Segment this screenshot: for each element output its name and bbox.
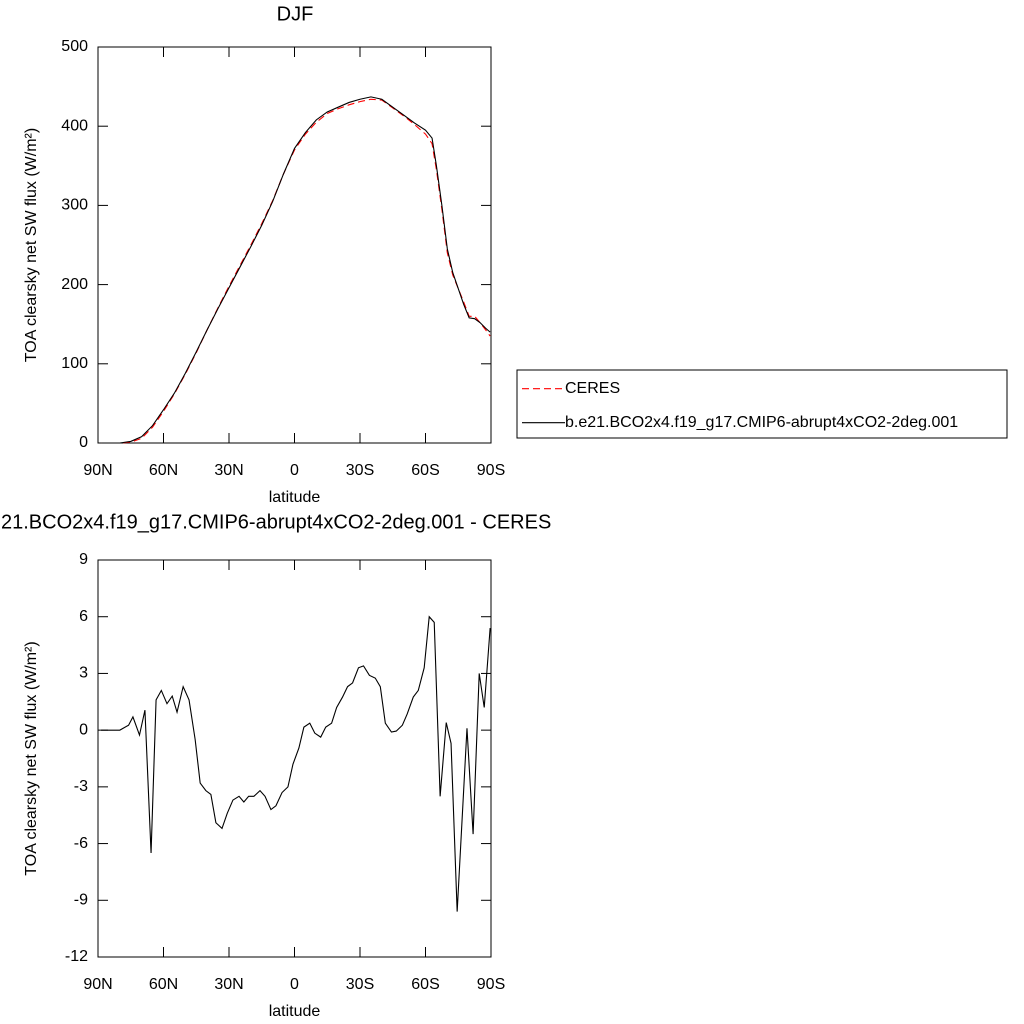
x-tick-label: 30N (214, 462, 243, 479)
x-tick-label: 30S (346, 462, 374, 479)
data-line (101, 98, 491, 444)
y-tick-label: -12 (65, 948, 88, 965)
y-tick-label: 500 (61, 38, 88, 55)
x-tick-label: 0 (290, 462, 299, 479)
x-tick-label: 60S (411, 976, 439, 993)
y-axis-label: TOA clearsky net SW flux (W/m²) (23, 128, 40, 362)
x-tick-label: 60S (411, 462, 439, 479)
y-tick-label: 3 (79, 665, 88, 682)
x-tick-label: 90S (477, 976, 505, 993)
data-line (101, 96, 491, 444)
legend-label: CERES (565, 380, 620, 397)
x-tick-label: 90N (83, 976, 112, 993)
x-tick-label: 90S (477, 462, 505, 479)
legend-label: b.e21.BCO2x4.f19_g17.CMIP6-abrupt4xCO2-2… (565, 414, 958, 431)
y-tick-label: -9 (74, 892, 88, 909)
y-axis-label: TOA clearsky net SW flux (W/m²) (23, 641, 40, 875)
chart-title: DJF (277, 3, 314, 25)
y-tick-label: 100 (61, 355, 88, 372)
x-tick-label: 90N (83, 462, 112, 479)
x-axis-label: latitude (269, 1003, 321, 1020)
y-tick-label: -6 (74, 835, 88, 852)
y-tick-label: -3 (74, 778, 88, 795)
plot-frame (97, 46, 492, 444)
y-tick-label: 200 (61, 276, 88, 293)
y-tick-label: 0 (79, 721, 88, 738)
y-tick-label: 0 (79, 434, 88, 451)
y-tick-label: 300 (61, 197, 88, 214)
x-tick-label: 30S (346, 976, 374, 993)
x-tick-label: 60N (149, 976, 178, 993)
chart-title: 21.BCO2x4.f19_g17.CMIP6-abrupt4xCO2-2deg… (1, 511, 551, 533)
legend-box (516, 369, 1008, 439)
data-line (101, 615, 491, 912)
x-axis-label: latitude (269, 489, 321, 506)
x-tick-label: 60N (149, 462, 178, 479)
y-tick-label: 400 (61, 117, 88, 134)
y-tick-label: 6 (79, 608, 88, 625)
x-tick-label: 0 (290, 976, 299, 993)
x-tick-label: 30N (214, 976, 243, 993)
y-tick-label: 9 (79, 551, 88, 568)
